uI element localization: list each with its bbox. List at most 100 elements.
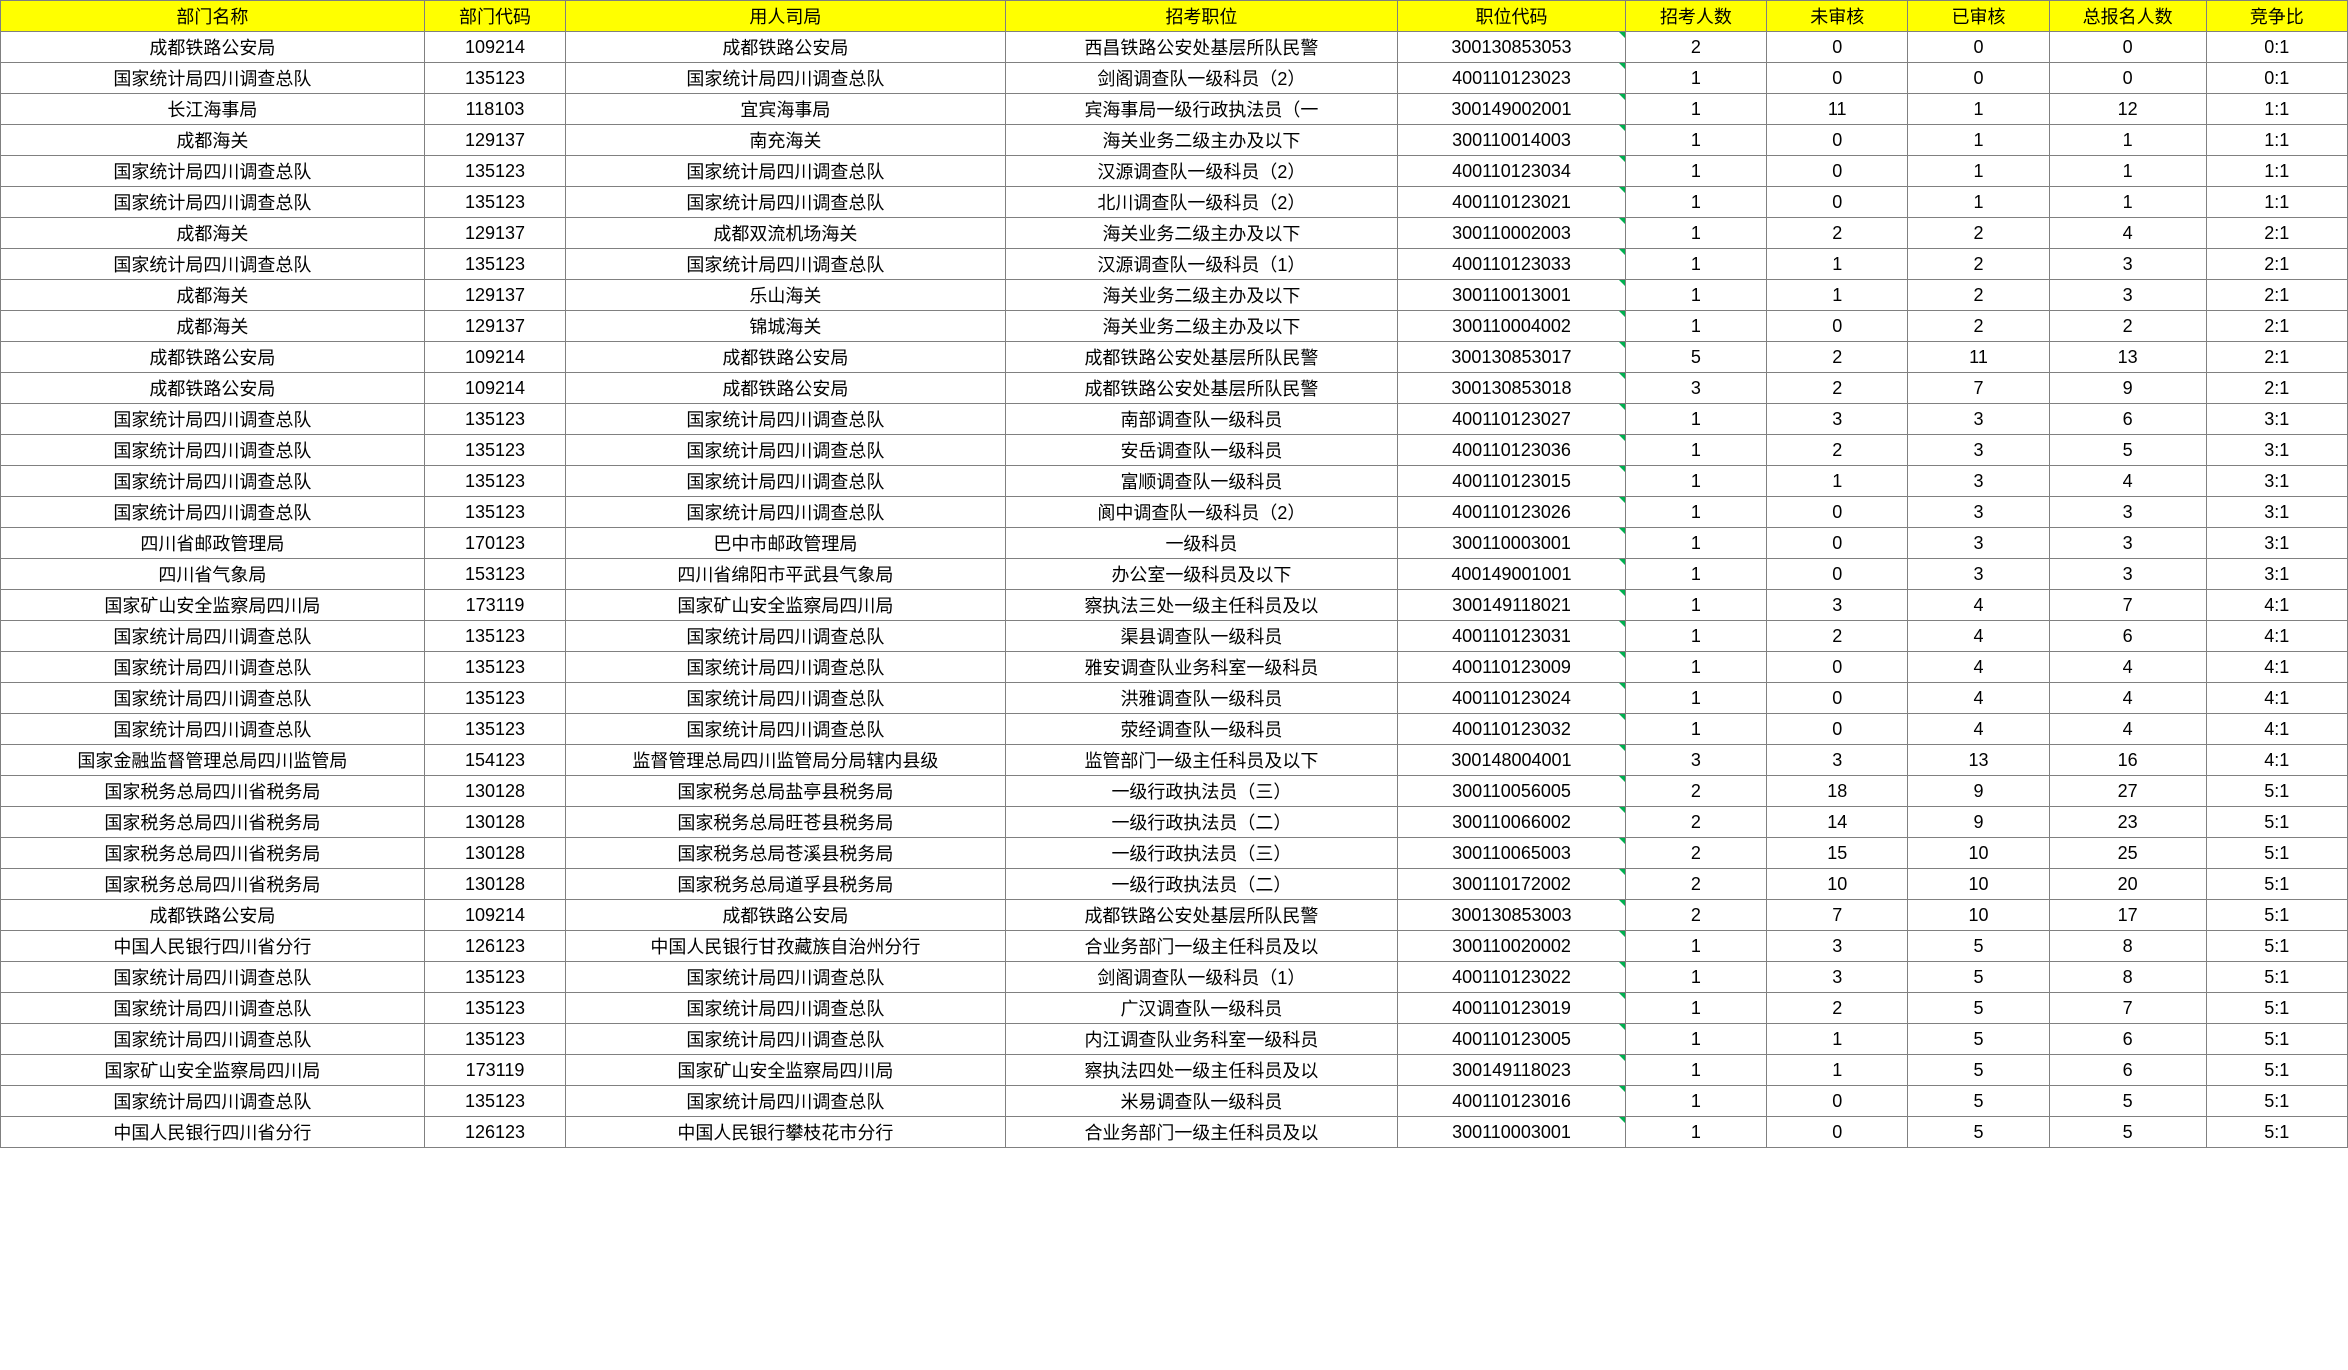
table-cell[interactable]: 国家统计局四川调查总队 [566,1024,1006,1055]
table-cell[interactable]: 3 [2049,280,2206,311]
table-cell[interactable]: 合业务部门一级主任科员及以 [1005,1117,1397,1148]
table-cell[interactable]: 1:1 [2206,187,2347,218]
table-cell[interactable]: 国家税务总局旺苍县税务局 [566,807,1006,838]
table-cell[interactable]: 3 [2049,497,2206,528]
column-header[interactable]: 招考人数 [1625,1,1766,32]
table-cell[interactable]: 1 [1625,218,1766,249]
table-cell[interactable]: 135123 [424,404,565,435]
table-cell[interactable]: 1 [1625,497,1766,528]
table-cell[interactable]: 2 [2049,311,2206,342]
table-cell[interactable]: 300110013001 [1398,280,1626,311]
table-cell[interactable]: 国家统计局四川调查总队 [1,187,425,218]
table-cell[interactable]: 宜宾海事局 [566,94,1006,125]
table-cell[interactable]: 1 [1625,714,1766,745]
table-cell[interactable]: 剑阁调查队一级科员（1） [1005,962,1397,993]
table-cell[interactable]: 1:1 [2206,125,2347,156]
column-header[interactable]: 竞争比 [2206,1,2347,32]
table-cell[interactable]: 巴中市邮政管理局 [566,528,1006,559]
table-cell[interactable]: 一级行政执法员（三） [1005,776,1397,807]
table-cell[interactable]: 0 [1767,311,1908,342]
table-cell[interactable]: 洪雅调查队一级科员 [1005,683,1397,714]
table-cell[interactable]: 13 [2049,342,2206,373]
table-cell[interactable]: 海关业务二级主办及以下 [1005,218,1397,249]
table-cell[interactable]: 成都铁路公安局 [1,342,425,373]
table-cell[interactable]: 1 [1908,125,2049,156]
table-cell[interactable]: 国家税务总局四川省税务局 [1,807,425,838]
table-cell[interactable]: 国家统计局四川调查总队 [1,1086,425,1117]
table-cell[interactable]: 3 [1767,962,1908,993]
table-cell[interactable]: 5:1 [2206,993,2347,1024]
table-cell[interactable]: 成都铁路公安局 [566,32,1006,63]
table-cell[interactable]: 乐山海关 [566,280,1006,311]
table-cell[interactable]: 4 [1908,683,2049,714]
table-cell[interactable]: 4:1 [2206,621,2347,652]
table-cell[interactable]: 四川省邮政管理局 [1,528,425,559]
table-cell[interactable]: 中国人民银行四川省分行 [1,1117,425,1148]
table-cell[interactable]: 4 [1908,714,2049,745]
table-cell[interactable]: 300130853003 [1398,900,1626,931]
table-cell[interactable]: 1 [1908,156,2049,187]
column-header[interactable]: 用人司局 [566,1,1006,32]
table-cell[interactable]: 0 [1767,32,1908,63]
table-cell[interactable]: 4 [2049,218,2206,249]
table-cell[interactable]: 300110056005 [1398,776,1626,807]
table-cell[interactable]: 6 [2049,404,2206,435]
table-cell[interactable]: 0 [1767,125,1908,156]
table-cell[interactable]: 1 [1625,249,1766,280]
table-cell[interactable]: 国家统计局四川调查总队 [566,404,1006,435]
table-cell[interactable]: 米易调查队一级科员 [1005,1086,1397,1117]
table-cell[interactable]: 18 [1767,776,1908,807]
table-cell[interactable]: 135123 [424,249,565,280]
table-cell[interactable]: 2:1 [2206,218,2347,249]
table-cell[interactable]: 9 [1908,807,2049,838]
table-cell[interactable]: 300130853018 [1398,373,1626,404]
table-cell[interactable]: 2:1 [2206,249,2347,280]
table-cell[interactable]: 1:1 [2206,156,2347,187]
table-cell[interactable]: 4:1 [2206,745,2347,776]
table-cell[interactable]: 400110123005 [1398,1024,1626,1055]
table-cell[interactable]: 300130853017 [1398,342,1626,373]
table-cell[interactable]: 300110172002 [1398,869,1626,900]
column-header[interactable]: 部门名称 [1,1,425,32]
table-cell[interactable]: 5 [2049,1086,2206,1117]
table-cell[interactable]: 3 [1908,404,2049,435]
table-cell[interactable]: 5 [1908,1117,2049,1148]
table-cell[interactable]: 3 [2049,249,2206,280]
table-cell[interactable]: 3 [2049,528,2206,559]
table-cell[interactable]: 北川调查队一级科员（2） [1005,187,1397,218]
table-cell[interactable]: 7 [2049,993,2206,1024]
table-cell[interactable]: 2 [1625,869,1766,900]
column-header[interactable]: 已审核 [1908,1,2049,32]
table-cell[interactable]: 四川省气象局 [1,559,425,590]
table-cell[interactable]: 成都铁路公安处基层所队民警 [1005,900,1397,931]
table-cell[interactable]: 汉源调查队一级科员（2） [1005,156,1397,187]
table-cell[interactable]: 1 [1767,249,1908,280]
table-cell[interactable]: 国家税务总局道孚县税务局 [566,869,1006,900]
table-cell[interactable]: 广汉调查队一级科员 [1005,993,1397,1024]
table-cell[interactable]: 5:1 [2206,1117,2347,1148]
table-cell[interactable]: 国家统计局四川调查总队 [1,497,425,528]
table-cell[interactable]: 109214 [424,373,565,404]
table-cell[interactable]: 成都海关 [1,125,425,156]
table-cell[interactable]: 国家统计局四川调查总队 [566,497,1006,528]
table-cell[interactable]: 国家统计局四川调查总队 [1,652,425,683]
table-cell[interactable]: 2:1 [2206,311,2347,342]
table-cell[interactable]: 130128 [424,869,565,900]
table-cell[interactable]: 海关业务二级主办及以下 [1005,311,1397,342]
table-cell[interactable]: 400110123009 [1398,652,1626,683]
table-cell[interactable]: 135123 [424,714,565,745]
table-cell[interactable]: 12 [2049,94,2206,125]
table-cell[interactable]: 国家统计局四川调查总队 [1,683,425,714]
table-cell[interactable]: 3:1 [2206,497,2347,528]
table-cell[interactable]: 135123 [424,962,565,993]
table-cell[interactable]: 国家统计局四川调查总队 [566,187,1006,218]
table-cell[interactable]: 成都双流机场海关 [566,218,1006,249]
table-cell[interactable]: 富顺调查队一级科员 [1005,466,1397,497]
table-cell[interactable]: 2 [1908,311,2049,342]
table-cell[interactable]: 0 [1767,683,1908,714]
table-cell[interactable]: 1 [1625,435,1766,466]
table-cell[interactable]: 1 [1625,621,1766,652]
table-cell[interactable]: 14 [1767,807,1908,838]
table-cell[interactable]: 300110004002 [1398,311,1626,342]
table-cell[interactable]: 0:1 [2206,63,2347,94]
